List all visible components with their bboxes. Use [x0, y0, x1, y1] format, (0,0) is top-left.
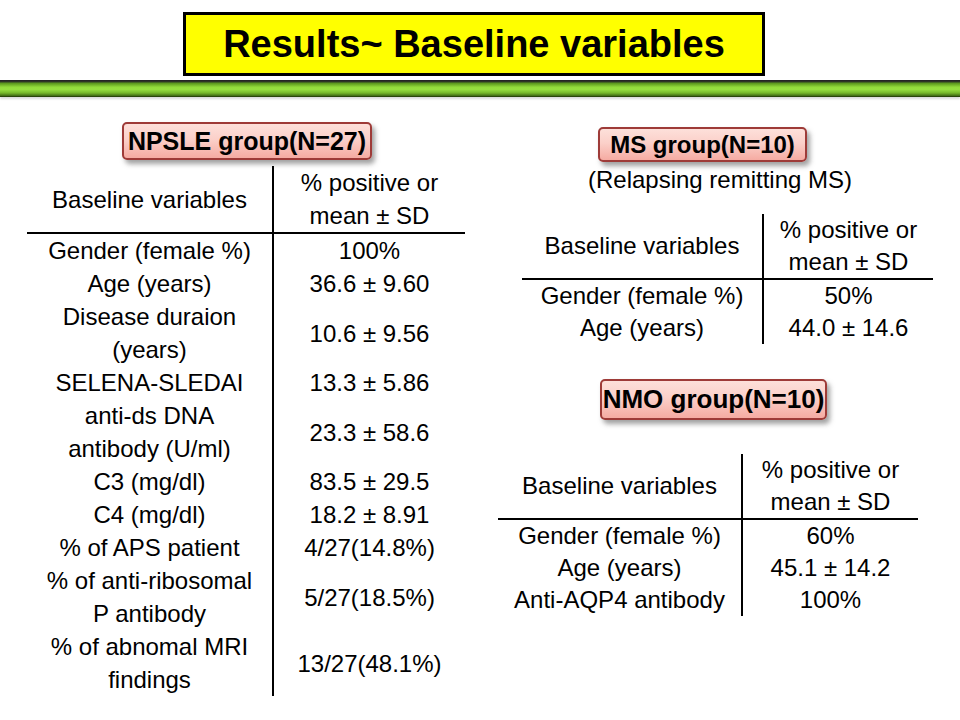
row-label: Gender (female %)	[27, 233, 273, 267]
row-label: Disease duraion (years)	[27, 300, 273, 366]
row-label: SELENA-SLEDAI	[27, 366, 273, 399]
npsle-header-row: Baseline variables % positive or mean ± …	[27, 166, 465, 233]
row-label: Age (years)	[27, 267, 273, 300]
page-title: Results~ Baseline variables	[223, 23, 725, 66]
table-row: C3 (mg/dl) 83.5 ± 29.5	[27, 465, 465, 498]
row-label: Age (years)	[522, 312, 763, 344]
table-row: Age (years) 44.0 ± 14.6	[522, 312, 933, 344]
row-value: 18.2 ± 8.91	[273, 498, 465, 531]
table-row: SELENA-SLEDAI 13.3 ± 5.86	[27, 366, 465, 399]
slide: Results~ Baseline variables NPSLE group(…	[0, 0, 960, 720]
row-value: 10.6 ± 9.56	[273, 300, 465, 366]
row-label: Gender (female %)	[498, 519, 742, 552]
row-value: 23.3 ± 58.6	[273, 399, 465, 465]
table-row: Anti-AQP4 antibody 100%	[498, 584, 918, 616]
row-label: % of anti-ribosomal P antibody	[27, 564, 273, 630]
table-row: Age (years) 36.6 ± 9.60	[27, 267, 465, 300]
nmo-header-row: Baseline variables % positive or mean ± …	[498, 454, 918, 519]
ms-header-baseline-variables: Baseline variables	[522, 214, 763, 279]
row-label: % of abnomal MRI findings	[27, 630, 273, 696]
table-row: Gender (female %) 50%	[522, 279, 933, 312]
row-label: Anti-AQP4 antibody	[498, 584, 742, 616]
table-row: C4 (mg/dl) 18.2 ± 8.91	[27, 498, 465, 531]
row-value: 44.0 ± 14.6	[763, 312, 933, 344]
row-label: anti-ds DNA antibody (U/ml)	[27, 399, 273, 465]
npsle-header-value: % positive or mean ± SD	[273, 166, 465, 233]
row-value: 83.5 ± 29.5	[273, 465, 465, 498]
ms-header-value: % positive or mean ± SD	[763, 214, 933, 279]
row-value: 100%	[742, 584, 918, 616]
table-row: % of APS patient 4/27(14.8%)	[27, 531, 465, 564]
row-value: 4/27(14.8%)	[273, 531, 465, 564]
row-label: C4 (mg/dl)	[27, 498, 273, 531]
row-label: % of APS patient	[27, 531, 273, 564]
table-row: % of anti-ribosomal P antibody 5/27(18.5…	[27, 564, 465, 630]
divider-bar	[0, 80, 960, 97]
title-box: Results~ Baseline variables	[183, 12, 765, 76]
npsle-table: Baseline variables % positive or mean ± …	[27, 166, 465, 696]
nmo-header-baseline-variables: Baseline variables	[498, 454, 742, 519]
nmo-group-label: NMO group(N=10)	[600, 379, 827, 420]
row-value: 100%	[273, 233, 465, 267]
row-label: Age (years)	[498, 552, 742, 584]
row-value: 36.6 ± 9.60	[273, 267, 465, 300]
row-label: Gender (female %)	[522, 279, 763, 312]
row-value: 13.3 ± 5.86	[273, 366, 465, 399]
ms-group-label: MS group(N=10)	[598, 127, 807, 162]
ms-subtitle: (Relapsing remitting MS)	[560, 166, 880, 194]
nmo-table: Baseline variables % positive or mean ± …	[498, 454, 918, 616]
row-label: C3 (mg/dl)	[27, 465, 273, 498]
row-value: 45.1 ± 14.2	[742, 552, 918, 584]
table-row: Gender (female %) 60%	[498, 519, 918, 552]
table-row: Disease duraion (years) 10.6 ± 9.56	[27, 300, 465, 366]
npsle-group-label: NPSLE group(N=27)	[122, 122, 372, 160]
table-row: Gender (female %) 100%	[27, 233, 465, 267]
ms-group-label-text: MS group(N=10)	[610, 131, 795, 159]
table-row: anti-ds DNA antibody (U/ml) 23.3 ± 58.6	[27, 399, 465, 465]
nmo-group-label-text: NMO group(N=10)	[603, 384, 825, 415]
npsle-group-label-text: NPSLE group(N=27)	[128, 127, 366, 156]
table-row: % of abnomal MRI findings 13/27(48.1%)	[27, 630, 465, 696]
row-value: 5/27(18.5%)	[273, 564, 465, 630]
row-value: 50%	[763, 279, 933, 312]
table-row: Age (years) 45.1 ± 14.2	[498, 552, 918, 584]
row-value: 60%	[742, 519, 918, 552]
row-value: 13/27(48.1%)	[273, 630, 465, 696]
ms-header-row: Baseline variables % positive or mean ± …	[522, 214, 933, 279]
npsle-header-baseline-variables: Baseline variables	[27, 166, 273, 233]
nmo-header-value: % positive or mean ± SD	[742, 454, 918, 519]
ms-table: Baseline variables % positive or mean ± …	[522, 214, 933, 344]
